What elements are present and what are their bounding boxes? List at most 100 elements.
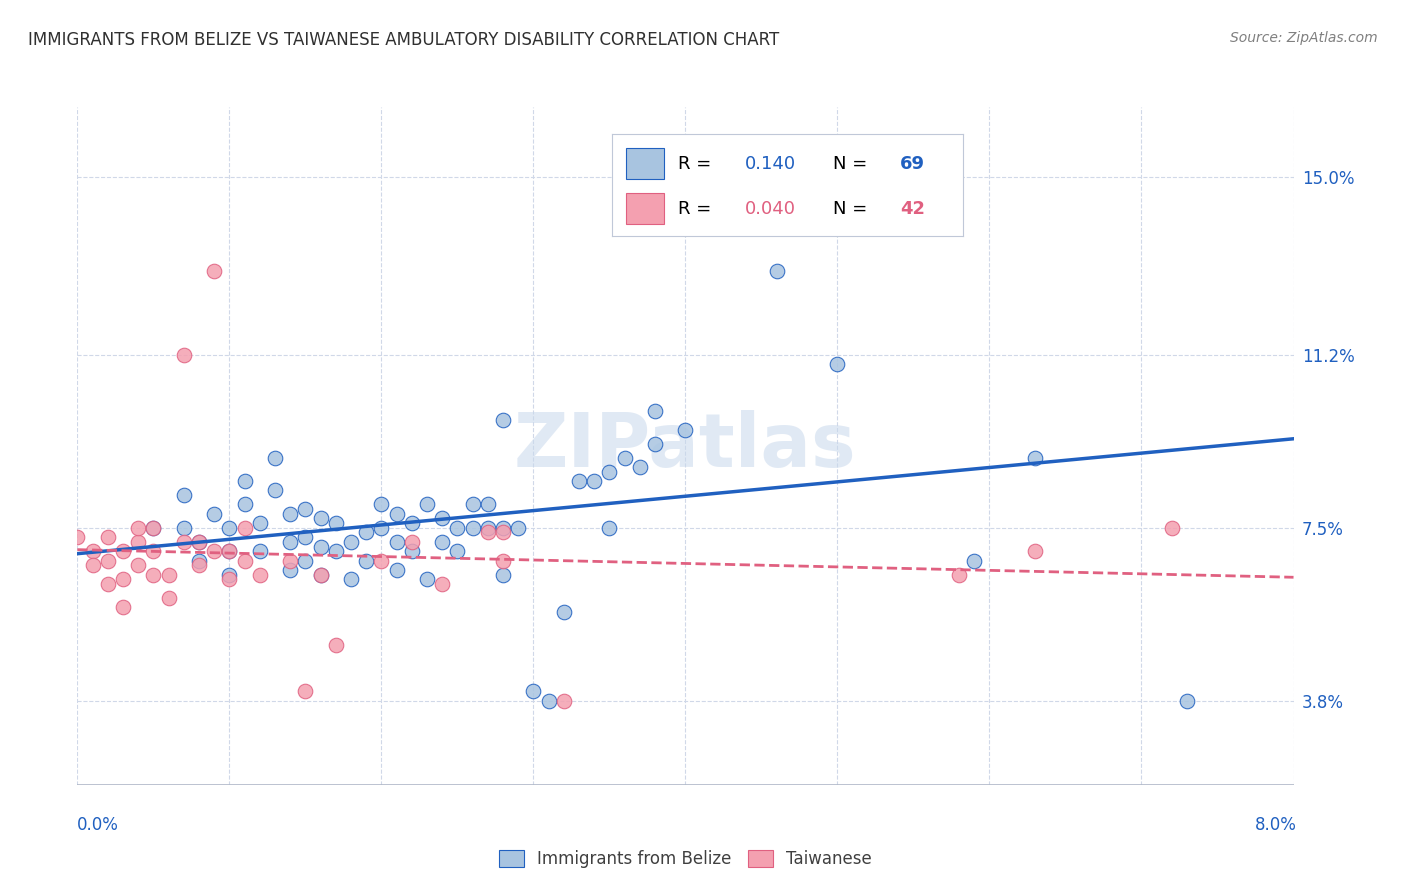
Point [537, 694, 560, 708]
Point [354, 525, 377, 540]
Point [188, 558, 211, 573]
Point [127, 534, 149, 549]
Point [401, 516, 423, 530]
Text: 8.0%: 8.0% [1254, 816, 1296, 834]
Point [1024, 544, 1046, 558]
Point [127, 521, 149, 535]
Point [1024, 450, 1046, 465]
Point [553, 694, 575, 708]
Point [461, 521, 484, 535]
Point [218, 572, 240, 586]
Point [492, 567, 515, 582]
Point [446, 521, 468, 535]
Point [963, 553, 986, 567]
Point [278, 534, 301, 549]
Point [127, 558, 149, 573]
Point [401, 534, 423, 549]
Point [66, 530, 89, 544]
Point [598, 521, 620, 535]
Point [278, 563, 301, 577]
Point [142, 567, 165, 582]
Point [233, 521, 256, 535]
Point [432, 511, 454, 525]
Point [370, 521, 392, 535]
Point [598, 465, 620, 479]
Point [432, 534, 454, 549]
Point [111, 600, 134, 615]
Point [477, 498, 499, 512]
Text: N =: N = [832, 200, 873, 218]
Point [173, 348, 195, 362]
Point [264, 450, 287, 465]
FancyBboxPatch shape [626, 194, 665, 224]
Text: N =: N = [832, 154, 873, 172]
Point [932, 217, 955, 231]
Point [340, 572, 363, 586]
Point [492, 413, 515, 427]
Point [644, 404, 666, 418]
Text: R =: R = [678, 200, 717, 218]
Point [432, 577, 454, 591]
FancyBboxPatch shape [626, 148, 665, 179]
Point [385, 534, 408, 549]
Point [492, 553, 515, 567]
Point [613, 450, 636, 465]
Point [948, 567, 970, 582]
Point [416, 572, 439, 586]
Point [1175, 694, 1198, 708]
Point [97, 577, 120, 591]
Point [188, 534, 211, 549]
Point [309, 511, 332, 525]
Legend: Immigrants from Belize, Taiwanese: Immigrants from Belize, Taiwanese [492, 844, 879, 875]
Point [218, 544, 240, 558]
Point [294, 553, 316, 567]
Point [173, 488, 195, 502]
Point [97, 553, 120, 567]
Point [233, 553, 256, 567]
Point [97, 530, 120, 544]
Point [82, 544, 104, 558]
Text: 0.140: 0.140 [745, 154, 796, 172]
Point [385, 507, 408, 521]
Point [644, 436, 666, 450]
Point [461, 498, 484, 512]
Point [233, 474, 256, 488]
Point [401, 544, 423, 558]
Point [249, 516, 271, 530]
Point [568, 474, 591, 488]
Point [370, 498, 392, 512]
Text: ZIPatlas: ZIPatlas [515, 409, 856, 483]
Point [522, 684, 544, 698]
Point [385, 563, 408, 577]
Point [173, 534, 195, 549]
Point [142, 521, 165, 535]
Point [675, 423, 697, 437]
Point [628, 460, 651, 475]
Point [218, 567, 240, 582]
Point [218, 544, 240, 558]
Point [340, 534, 363, 549]
Point [309, 540, 332, 554]
Text: 0.0%: 0.0% [77, 816, 120, 834]
Point [309, 567, 332, 582]
Point [325, 516, 347, 530]
Point [233, 498, 256, 512]
Point [325, 544, 347, 558]
Point [370, 553, 392, 567]
Point [508, 521, 530, 535]
Point [202, 544, 225, 558]
Point [416, 498, 439, 512]
Point [583, 474, 606, 488]
Point [765, 263, 787, 277]
Point [264, 483, 287, 498]
Point [309, 567, 332, 582]
Point [553, 605, 575, 619]
Text: 0.040: 0.040 [745, 200, 796, 218]
Point [202, 263, 225, 277]
Point [249, 567, 271, 582]
Text: 42: 42 [900, 200, 925, 218]
Point [157, 591, 180, 605]
Point [827, 357, 849, 371]
Point [188, 553, 211, 567]
Point [294, 684, 316, 698]
